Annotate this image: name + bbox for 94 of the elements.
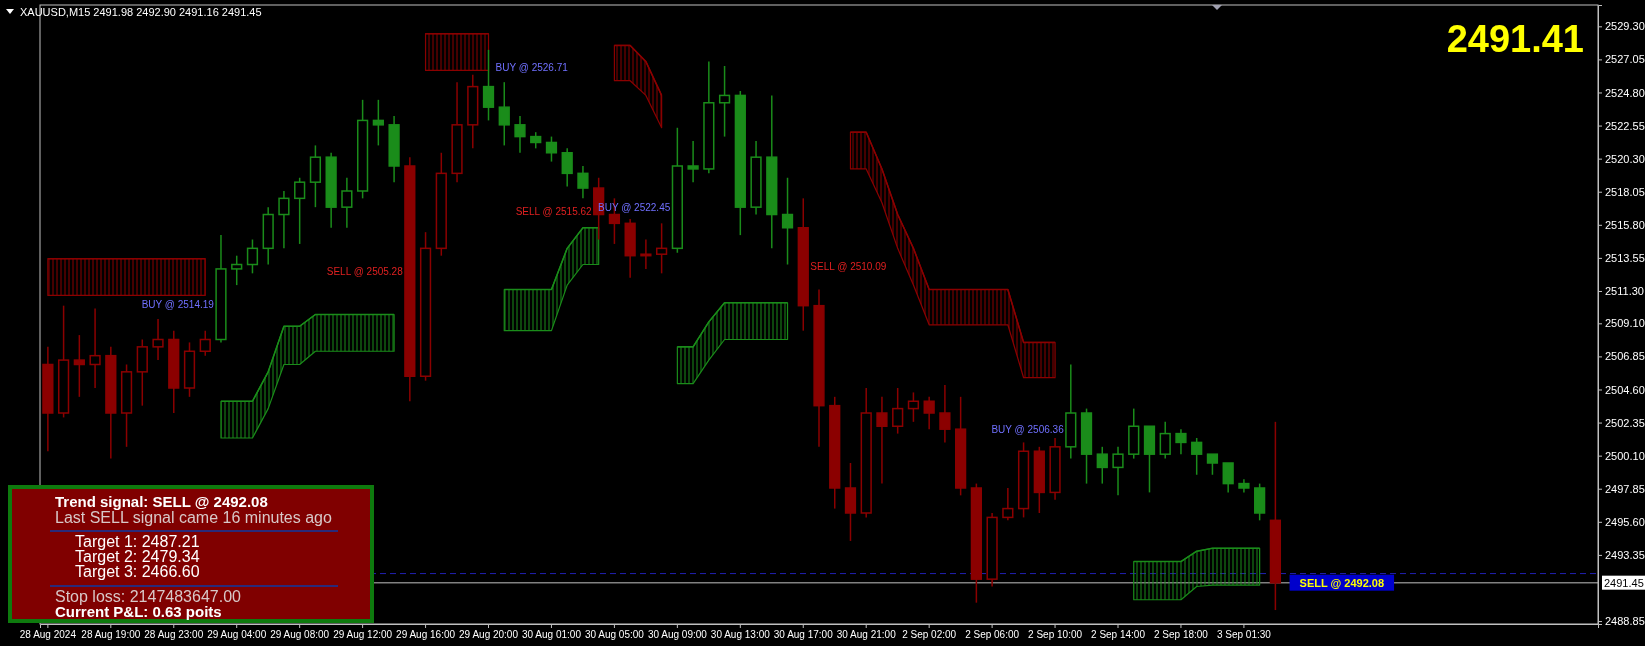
annotation: SELL @ 2510.09 [810, 261, 887, 273]
candlestick [152, 318, 164, 361]
y-tick-label: 2524.80 [1605, 86, 1645, 99]
candlestick [1065, 363, 1077, 460]
candlestick [797, 197, 809, 332]
annotation: SELL @ 2505.28 [326, 265, 404, 277]
y-tick-label: 2518.05 [1605, 185, 1645, 198]
annotation: BUY @ 2506.36 [991, 424, 1065, 436]
x-tick-label: 30 Aug 17:00 [773, 629, 834, 641]
annotation: BUY @ 2526.71 [495, 61, 569, 73]
x-tick-label: 29 Aug 16:00 [396, 629, 456, 641]
candlestick [262, 206, 274, 266]
x-tick-label: 2 Sep 10:00 [1028, 629, 1083, 641]
x-tick-label: 2 Sep 18:00 [1153, 629, 1209, 641]
y-tick-label: 2495.60 [1605, 515, 1645, 528]
candlestick [199, 329, 211, 357]
x-tick-label: 29 Aug 20:00 [459, 629, 519, 641]
candlestick [215, 234, 227, 344]
x-tick-label: 30 Aug 05:00 [584, 629, 645, 641]
annotation: BUY @ 2514.19 [141, 298, 215, 310]
candlestick [498, 81, 510, 147]
y-tick-label: 2497.85 [1605, 482, 1645, 495]
candlestick [750, 140, 762, 216]
candlestick [577, 165, 589, 200]
candlestick [939, 384, 951, 444]
x-tick-label: 30 Aug 01:00 [521, 629, 582, 641]
candlestick [42, 346, 54, 452]
candlestick [876, 396, 888, 485]
candlestick [718, 65, 731, 138]
y-tick-label: 2527.05 [1605, 53, 1645, 66]
x-tick-label: 2 Sep 14:00 [1091, 629, 1146, 641]
candlestick [372, 99, 384, 147]
annotation: BUY @ 2522.45 [598, 201, 671, 213]
ref-line-label: 2491.45 [1604, 576, 1644, 589]
candlestick [766, 94, 778, 250]
candlestick [813, 288, 825, 448]
y-tick-label: 2529.30 [1605, 20, 1645, 33]
x-tick-label: 28 Aug 2024 [19, 629, 77, 641]
y-tick-label: 2520.30 [1605, 152, 1645, 165]
annotation: SELL @ 2515.62 [515, 206, 593, 218]
annotation: 2491.41 [1446, 18, 1584, 60]
candlestick [467, 74, 479, 150]
y-tick-label: 2513.55 [1605, 251, 1645, 264]
candlestick [844, 462, 857, 542]
annotation: Last SELL signal came 16 minutes ago [55, 509, 333, 526]
candlestick [168, 329, 180, 414]
x-tick-label: 30 Aug 09:00 [647, 629, 708, 641]
candlestick [73, 334, 85, 398]
annotation: Trend signal: SELL @ 2492.08 [55, 493, 268, 510]
candlestick [781, 177, 794, 266]
candlestick [561, 147, 573, 188]
candlestick [105, 346, 117, 460]
annotation: Stop loss: 2147483647.00 [55, 588, 242, 605]
candlestick [388, 115, 400, 183]
y-tick-label: 2502.35 [1605, 416, 1645, 429]
candlestick [624, 218, 636, 279]
candlestick [341, 177, 353, 229]
y-tick-label: 2500.10 [1605, 449, 1645, 462]
annotation: SELL @ 2492.08 [1299, 576, 1385, 589]
candlestick [1159, 421, 1171, 460]
candlestick [1175, 428, 1187, 455]
y-tick-label: 2506.85 [1605, 350, 1645, 363]
x-tick-label: 28 Aug 23:00 [144, 629, 204, 641]
candlestick [656, 222, 668, 275]
y-tick-label: 2522.55 [1605, 119, 1645, 132]
y-tick-label: 2488.85 [1605, 615, 1645, 628]
candlestick [1002, 487, 1014, 522]
x-tick-label: 29 Aug 12:00 [333, 629, 393, 641]
y-tick-label: 2504.60 [1605, 383, 1645, 396]
candlestick [986, 512, 998, 588]
candlestick [278, 190, 290, 250]
candlestick [514, 115, 526, 154]
x-tick-label: 30 Aug 21:00 [836, 629, 897, 641]
candlestick [89, 307, 101, 389]
candlestick [1269, 421, 1282, 611]
x-tick-label: 30 Aug 13:00 [710, 629, 771, 641]
annotation: XAUUSD,M15 2491.98 2492.90 2491.16 2491.45 [20, 6, 262, 18]
x-tick-label: 3 Sep 01:30 [1216, 629, 1272, 641]
y-tick-label: 2509.10 [1605, 317, 1645, 330]
x-tick-label: 29 Aug 04:00 [207, 629, 267, 641]
x-tick-label: 28 Aug 19:00 [81, 629, 141, 641]
y-tick-label: 2515.80 [1605, 218, 1645, 231]
x-tick-label: 2 Sep 02:00 [902, 629, 957, 641]
candlestick [404, 156, 416, 402]
candlestick [1112, 446, 1124, 497]
candlestick [687, 140, 699, 183]
candlestick [451, 81, 463, 183]
x-tick-label: 2 Sep 06:00 [965, 629, 1020, 641]
x-tick-label: 29 Aug 08:00 [270, 629, 330, 641]
annotation: Target 1: 2487.21 [75, 533, 200, 550]
candlestick [1049, 437, 1061, 501]
y-tick-label: 2511.30 [1605, 285, 1644, 297]
y-tick-label: 2493.35 [1605, 548, 1645, 561]
candlestick [640, 238, 652, 270]
